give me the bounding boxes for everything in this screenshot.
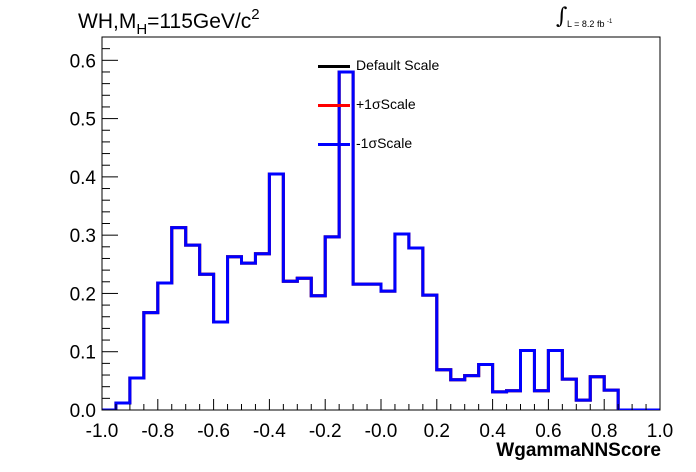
- legend-entry-plus1sigma: +1σScale: [318, 95, 518, 115]
- legend-entry-default: Default Scale: [318, 56, 518, 76]
- title-prefix: WH,M: [78, 10, 137, 33]
- integral-symbol: ∫: [556, 4, 568, 29]
- lumi-superscript: -1: [606, 19, 613, 25]
- legend-line-minus1sigma: [318, 143, 350, 146]
- title-superscript: 2: [251, 6, 260, 23]
- x-axis: -1.0 -0.8 -0.6 -0.4 -0.2 -0.0 0.2 0.4 0.6 0.8 1.0: [86, 399, 673, 442]
- title-subscript: H: [136, 21, 148, 38]
- x-tick-label: -0.6: [197, 421, 230, 442]
- lumi-text: L = 8.2 fb: [567, 19, 605, 29]
- x-tick-label: -0.0: [365, 421, 398, 442]
- y-tick-label: 0.2: [70, 284, 96, 305]
- x-tick-label: 0.6: [535, 421, 561, 442]
- y-axis: 0.0 0.1 0.2 0.3 0.4 0.5 0.6: [70, 36, 118, 422]
- y-tick-label: 0.6: [70, 51, 96, 72]
- title-middle: =115GeV/c: [147, 10, 252, 33]
- legend-label-default: Default Scale: [356, 57, 440, 73]
- x-tick-label: 1.0: [647, 421, 673, 442]
- legend-label-minus1sigma: -1σScale: [356, 135, 413, 151]
- chart-title: WH,MH=115GeV/c2: [78, 6, 260, 38]
- x-tick-label: 0.2: [424, 421, 450, 442]
- x-tick-label: -0.8: [141, 421, 174, 442]
- x-tick-label: -0.2: [309, 421, 342, 442]
- series-layer: [102, 70, 660, 410]
- x-axis-label: WgammaNNScore: [496, 440, 661, 461]
- plot-frame: [101, 36, 661, 411]
- x-tick-label: -0.4: [253, 421, 286, 442]
- y-tick-label: 0.1: [70, 343, 96, 364]
- y-tick-label: 0.3: [70, 226, 96, 247]
- series-line-2: [102, 70, 660, 410]
- legend-label-plus1sigma: +1σScale: [356, 96, 416, 112]
- y-tick-label: 0.4: [70, 168, 97, 189]
- y-tick-label: 0.0: [70, 401, 96, 422]
- x-tick-label: 0.8: [591, 421, 617, 442]
- x-tick-label: -1.0: [86, 421, 119, 442]
- y-tick-label: 0.5: [70, 110, 96, 131]
- legend-line-default: [318, 65, 350, 68]
- legend-entry-minus1sigma: -1σScale: [318, 134, 518, 154]
- legend-line-plus1sigma: [318, 104, 350, 107]
- x-tick-label: 0.4: [479, 421, 506, 442]
